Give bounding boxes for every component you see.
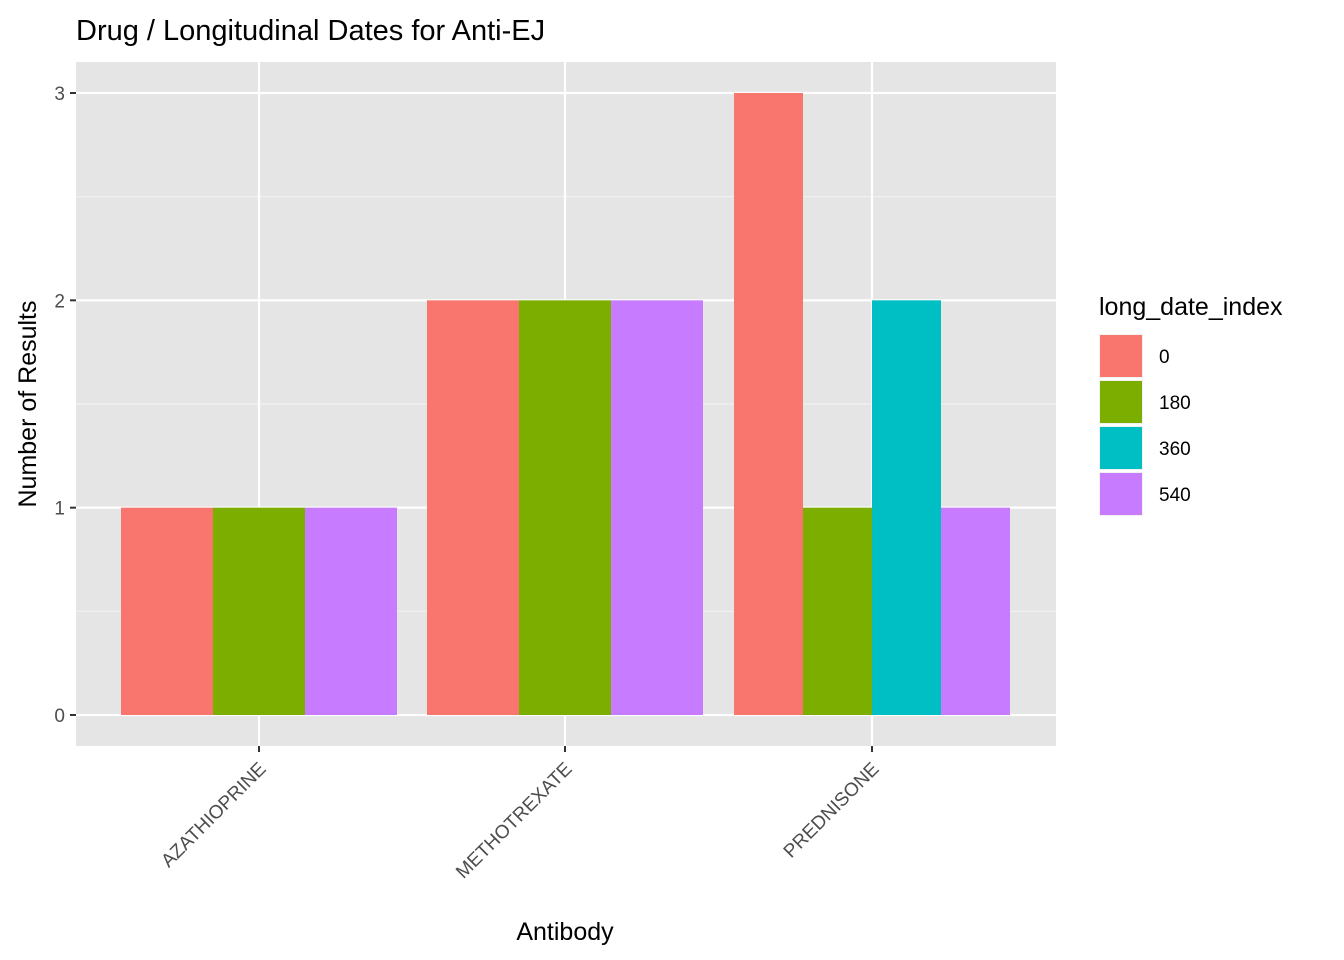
bar-methotrexate-540 [611, 300, 703, 715]
legend-label-180: 180 [1159, 393, 1191, 414]
y-tick-label: 1 [54, 499, 65, 520]
bar-azathioprine-180 [213, 507, 305, 715]
x-axis: AZATHIOPRINE METHOTREXATE PREDNISONE [157, 746, 884, 883]
x-tick-label: METHOTREXATE [452, 759, 576, 883]
bar-azathioprine-0 [121, 507, 213, 715]
legend: long_date_index 0 180 360 540 [1099, 293, 1283, 516]
bars [121, 93, 1010, 715]
y-tick-label: 3 [54, 84, 65, 105]
bar-methotrexate-0 [427, 300, 519, 715]
legend-label-0: 0 [1159, 347, 1170, 368]
chart-title: Drug / Longitudinal Dates for Anti-EJ [76, 15, 545, 47]
legend-swatch-180 [1100, 381, 1142, 423]
x-tick-label: AZATHIOPRINE [157, 759, 270, 872]
y-tick-label: 0 [54, 706, 65, 727]
legend-label-360: 360 [1159, 439, 1191, 460]
bar-prednisone-180 [803, 507, 872, 715]
x-axis-title: Antibody [516, 918, 614, 946]
legend-label-540: 540 [1159, 485, 1191, 506]
bar-prednisone-360 [872, 300, 941, 715]
legend-swatch-540 [1100, 473, 1142, 515]
x-tick-label: PREDNISONE [780, 759, 884, 863]
bar-azathioprine-540 [305, 507, 397, 715]
y-axis-title: Number of Results [14, 300, 42, 507]
legend-swatch-360 [1100, 427, 1142, 469]
legend-swatch-0 [1100, 335, 1142, 377]
bar-prednisone-540 [941, 507, 1010, 715]
bar-methotrexate-180 [519, 300, 611, 715]
legend-title: long_date_index [1099, 293, 1283, 321]
y-tick-label: 2 [54, 291, 65, 312]
y-axis: 0 1 2 3 [54, 84, 76, 727]
bar-prednisone-0 [734, 93, 803, 715]
